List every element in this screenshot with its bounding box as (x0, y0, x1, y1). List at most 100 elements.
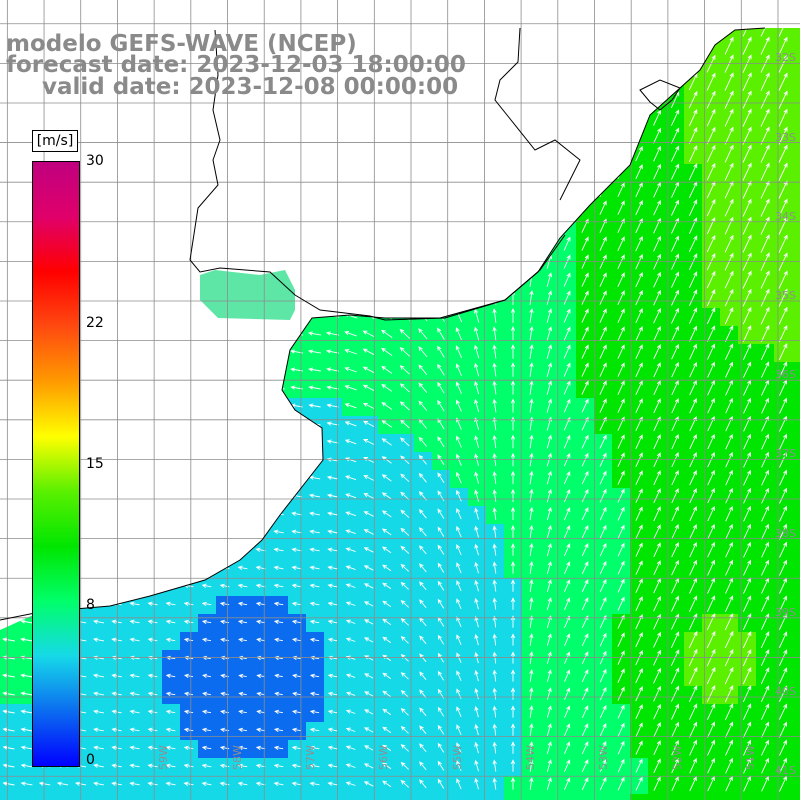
wind-arrow-icon (761, 739, 769, 756)
wind-arrow-icon (653, 307, 661, 324)
wind-arrow-icon (707, 505, 715, 522)
wind-arrow-icon (529, 164, 534, 179)
wind-arrow-icon (599, 596, 607, 611)
wind-arrow-icon (219, 529, 230, 534)
wind-speed-cell (576, 650, 595, 669)
wind-speed-cell (324, 578, 343, 597)
wind-speed-cell (270, 524, 289, 543)
wind-arrow-icon (725, 469, 733, 486)
wind-speed-cell (684, 38, 703, 57)
wind-speed-cell (504, 236, 523, 255)
wind-arrow-icon (382, 726, 392, 734)
wind-speed-cell (738, 614, 757, 633)
wind-speed-cell (0, 668, 19, 687)
wind-arrow-icon (418, 382, 428, 393)
wind-arrow-icon (653, 181, 661, 198)
wind-arrow-icon (473, 110, 480, 125)
wind-arrow-icon (670, 685, 680, 702)
wind-arrow-icon (778, 28, 788, 37)
wind-speed-cell (720, 506, 739, 525)
wind-arrow-icon (671, 380, 679, 396)
wind-speed-cell (162, 596, 181, 615)
wind-arrow-icon (492, 489, 497, 502)
wind-arrow-icon (510, 236, 516, 251)
wind-arrow-icon (635, 776, 643, 791)
wind-speed-cell (684, 722, 703, 741)
wind-arrow-icon (218, 367, 231, 372)
wind-arrow-icon (364, 655, 374, 661)
wind-arrow-icon (363, 745, 374, 751)
wind-speed-cell (252, 776, 271, 795)
wind-arrow-icon (510, 579, 516, 592)
wind-speed-cell (270, 146, 289, 165)
wind-arrow-icon (724, 216, 734, 235)
wind-speed-cell (756, 398, 775, 417)
wind-arrow-icon (271, 151, 286, 156)
wind-speed-cell (144, 164, 163, 183)
wind-arrow-icon (779, 505, 787, 522)
wind-speed-cell (270, 254, 289, 273)
wind-arrow-icon (581, 633, 589, 647)
wind-speed-cell (558, 578, 577, 597)
wind-speed-cell (792, 470, 800, 489)
wind-arrow-icon (599, 542, 607, 557)
wind-speed-cell (666, 38, 685, 57)
wind-speed-cell (126, 524, 145, 543)
wind-arrow-icon (165, 511, 176, 516)
wind-speed-cell (0, 236, 19, 255)
wind-speed-cell (684, 524, 703, 543)
wind-speed-cell (0, 254, 19, 273)
wind-arrow-icon (564, 705, 571, 718)
wind-arrow-icon (671, 758, 679, 774)
wind-speed-cell (774, 704, 793, 723)
wind-arrow-icon (20, 547, 33, 552)
wind-arrow-icon (343, 276, 358, 283)
wind-arrow-icon (129, 673, 140, 678)
wind-arrow-icon (653, 145, 661, 162)
wind-speed-cell (378, 164, 397, 183)
wind-arrow-icon (327, 529, 338, 534)
wind-arrow-icon (308, 367, 321, 372)
wind-arrow-icon (418, 436, 428, 447)
wind-arrow-icon (707, 739, 715, 756)
wind-arrow-icon (145, 223, 160, 228)
wind-speed-cell (162, 110, 181, 129)
wind-speed-cell (270, 416, 289, 435)
wind-speed-cell (738, 56, 757, 75)
wind-speed-cell (684, 28, 703, 39)
wind-arrow-icon (563, 380, 571, 395)
wind-arrow-icon (529, 579, 534, 592)
wind-arrow-icon (617, 542, 625, 557)
wind-arrow-icon (110, 475, 123, 480)
wind-arrow-icon (725, 451, 733, 468)
wind-speed-cell (666, 398, 685, 417)
wind-arrow-icon (273, 727, 284, 732)
wind-speed-cell (756, 326, 775, 345)
wind-arrow-icon (725, 505, 733, 522)
wind-speed-cell (720, 434, 739, 453)
wind-speed-cell (738, 110, 757, 129)
wind-arrow-icon (563, 777, 571, 790)
wind-arrow-icon (706, 630, 716, 649)
wind-speed-cell (666, 632, 685, 651)
wind-arrow-icon (529, 362, 534, 377)
wind-speed-cell (126, 146, 145, 165)
wind-speed-cell (558, 236, 577, 255)
wind-speed-cell (540, 164, 559, 183)
wind-arrow-icon (237, 529, 248, 534)
wind-speed-cell (576, 254, 595, 273)
wind-arrow-icon (707, 397, 715, 414)
wind-speed-cell (360, 200, 379, 219)
wind-arrow-icon (563, 236, 571, 251)
wind-arrow-icon (309, 565, 320, 570)
wind-speed-cell (306, 578, 325, 597)
wind-speed-cell (288, 794, 307, 800)
wind-arrow-icon (419, 563, 427, 573)
wind-arrow-icon (617, 686, 625, 701)
wind-arrow-icon (381, 510, 392, 518)
wind-arrow-icon (110, 385, 123, 390)
wind-speed-cell (360, 452, 379, 471)
wind-arrow-icon (671, 307, 679, 324)
wind-arrow-icon (271, 133, 286, 138)
wind-arrow-icon (92, 403, 105, 408)
